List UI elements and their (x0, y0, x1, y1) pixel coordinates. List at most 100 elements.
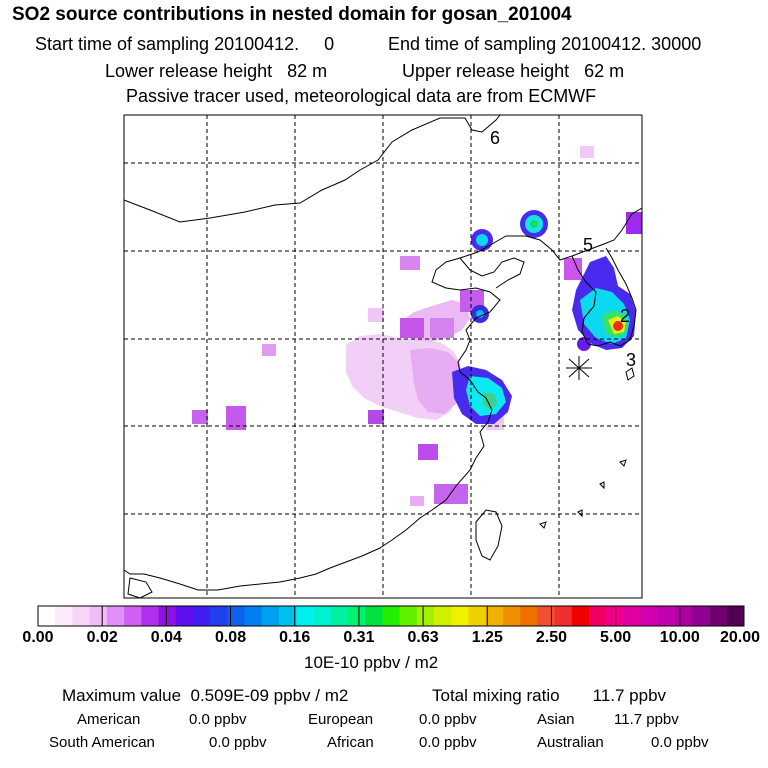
start-time-label: Start time of sampling 20100412. (35, 34, 300, 54)
blob-w1 (192, 410, 208, 424)
hotspot-korea-red (613, 321, 623, 331)
hotspot-beijing-core (476, 234, 488, 246)
upper-release-label: Upper release height (402, 61, 570, 81)
region-african-value: 0.0 ppbv (419, 734, 477, 751)
upper-release-height: Upper release height 62 m (402, 61, 624, 82)
map-content (124, 115, 642, 598)
region-south-american-value: 0.0 ppbv (209, 734, 267, 751)
concentration-field (192, 146, 642, 506)
data-note: Passive tracer used, meteorological data… (126, 86, 597, 106)
colorbar-frame (37, 605, 745, 627)
total-mixing-value: 11.7 ppbv (592, 686, 667, 705)
colorbar-swatch (124, 606, 142, 626)
end-time: End time of sampling 20100412. 30000 (388, 34, 702, 54)
lower-release-value: 82 m (287, 61, 328, 81)
region-american-value: 0.0 ppbv (189, 711, 247, 728)
marker-2: 2 (620, 306, 630, 326)
region-african-name: African (327, 734, 374, 751)
coast-taiwan (475, 509, 503, 561)
blob-w2 (226, 406, 246, 430)
blob-w3 (368, 410, 384, 424)
colorbar-swatch (141, 606, 159, 626)
region-asian-value: 11.7 ppbv (614, 711, 679, 728)
colorbar-label: 0.16 (279, 629, 311, 646)
total-mixing-ratio: Total mixing ratio 11.7 ppbv (432, 686, 666, 706)
blob-shandong-core (476, 310, 484, 318)
colorbar-swatch (657, 606, 676, 626)
coast-hainan (127, 577, 153, 598)
max-value: Maximum value 0.509E-09 ppbv / m2 (62, 686, 348, 706)
blob-korea-n (592, 260, 612, 280)
region-south-american-name: South American (49, 734, 155, 751)
marker-5: 5 (583, 235, 593, 255)
hotspot-yangtze-inner (482, 392, 498, 410)
total-mixing-label: Total mixing ratio (432, 686, 560, 705)
colorbar-swatch (537, 606, 555, 626)
colorbar-swatch (227, 606, 245, 626)
colorbar-swatch (675, 606, 693, 626)
colorbar-swatch (244, 606, 263, 626)
colorbar-swatch (520, 606, 538, 626)
plot-title: SO2 source contributions in nested domai… (12, 4, 572, 25)
start-time-value: 0 (324, 34, 335, 54)
start-time: Start time of sampling 20100412. 0 (35, 34, 334, 55)
colorbar-swatch (296, 606, 314, 626)
blob-sq1 (400, 318, 424, 338)
blob-sq5 (400, 256, 420, 270)
coast-japan-islands (539, 367, 635, 529)
colorbar-swatch (158, 606, 177, 626)
colorbar-swatch (623, 606, 641, 626)
colorbar-label: 0.02 (86, 629, 118, 646)
colorbar-label: 10.00 (659, 629, 700, 646)
colorbar-swatch (485, 606, 504, 626)
colorbar-label: 2.50 (535, 629, 568, 646)
colorbar-swatch (279, 606, 297, 626)
colorbar-swatch (89, 606, 108, 626)
colorbar-swatch (210, 606, 228, 626)
colorbar-swatch (347, 606, 366, 626)
colorbar-label: 0.31 (343, 629, 375, 646)
colorbar-swatch (399, 606, 418, 626)
colorbar-swatch (261, 606, 280, 626)
colorbar-label: 0.08 (214, 629, 247, 646)
colorbar-swatch (106, 606, 125, 626)
marker-3: 3 (626, 350, 636, 370)
upper-release-value: 62 m (584, 61, 625, 81)
colorbar-swatch (72, 606, 90, 626)
colorbar-swatch (726, 606, 745, 626)
colorbar-swatch (192, 606, 211, 626)
coast-bohai (459, 257, 525, 289)
region-european-value: 0.0 ppbv (419, 711, 477, 728)
max-value-label: Maximum value (62, 686, 182, 705)
colorbar-swatch (640, 606, 659, 626)
lat-lon-grid (124, 115, 642, 598)
colorbar-label: 0.04 (150, 629, 182, 646)
receptor-star-icon (566, 356, 592, 380)
plume-central-mid (410, 348, 462, 414)
colorbar-swatch (330, 606, 349, 626)
colorbar-swatch (571, 606, 590, 626)
region-australian-value: 0.0 ppbv (651, 734, 709, 751)
colorbar (37, 605, 745, 627)
region-asian-name: Asian (537, 711, 575, 728)
blob-sq4 (368, 308, 384, 322)
lower-release-height: Lower release height 82 m (105, 61, 327, 82)
hotspot-ne-inner (530, 220, 538, 228)
colorbar-swatch (451, 606, 469, 626)
colorbar-swatch (175, 606, 194, 626)
colorbar-swatch (382, 606, 400, 626)
colorbar-swatch (606, 606, 624, 626)
region-european-name: European (308, 711, 374, 728)
colorbar-swatch (55, 606, 73, 626)
colorbar-swatch (313, 606, 332, 626)
colorbar-label: 5.00 (600, 629, 632, 646)
colorbar-swatch (38, 606, 56, 626)
colorbar-swatch (502, 606, 521, 626)
blob-s2 (434, 484, 468, 504)
map-frame (123, 114, 643, 599)
blob-sq2 (430, 318, 454, 338)
max-value-number: 0.509E-09 ppbv / m2 (190, 686, 349, 705)
colorbar-label: 0.63 (407, 629, 439, 646)
colorbar-swatch (692, 606, 710, 626)
blob-sq6 (262, 344, 276, 356)
